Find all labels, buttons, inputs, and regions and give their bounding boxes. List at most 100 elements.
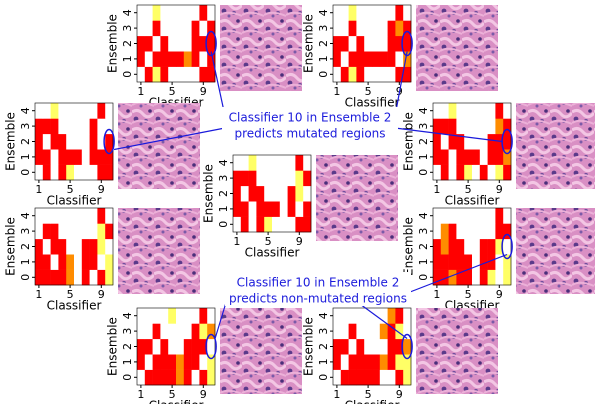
heatmap-cell	[303, 216, 312, 233]
heatmap-cell	[240, 155, 249, 171]
tissue-image	[118, 208, 200, 294]
heatmap-cell	[42, 269, 51, 286]
heatmap-cell	[66, 133, 75, 150]
heatmap-cell	[160, 308, 169, 324]
heatmap-cell	[379, 338, 388, 355]
tissue-image	[416, 308, 498, 394]
heatmap-cell	[89, 254, 98, 270]
heatmap-cell	[35, 103, 44, 119]
heatmap-cell	[348, 51, 357, 67]
heatmap-cell	[207, 308, 216, 324]
x-tick-label: 9	[296, 235, 303, 248]
heatmap-cell	[176, 66, 185, 83]
heatmap-cell	[58, 269, 67, 286]
x-tick-label: 5	[169, 85, 176, 98]
heatmap-cell	[160, 51, 169, 67]
x-axis-label: Classifier	[345, 399, 400, 404]
heatmap-cell	[356, 20, 365, 37]
heatmap-cell	[35, 269, 44, 286]
heatmap-cell	[448, 149, 457, 165]
heatmap-cell	[137, 338, 146, 355]
heatmap-cell	[183, 369, 192, 386]
heatmap-cell	[472, 149, 481, 165]
heatmap-cell	[479, 164, 488, 181]
heatmap-cell	[248, 170, 257, 187]
heatmap-cell	[207, 51, 216, 67]
heatmap-cell	[176, 5, 185, 21]
heatmap-cell	[58, 103, 67, 119]
heatmap-cell	[207, 66, 216, 83]
connector	[394, 51, 408, 117]
heatmap-cell	[137, 5, 146, 21]
heatmap-cell	[81, 208, 90, 224]
annotation: predicts mutated regions	[234, 127, 385, 141]
heatmap-cell	[433, 118, 442, 135]
heatmap-cell	[403, 51, 412, 67]
heatmap-cell	[340, 338, 349, 355]
heatmap-cell	[487, 238, 496, 255]
heatmap-cell	[348, 5, 357, 21]
heatmap-cell	[503, 223, 512, 240]
connector	[210, 51, 226, 117]
heatmap-cell	[50, 223, 59, 240]
heatmap-cell	[403, 20, 412, 37]
heatmap-cell	[464, 238, 473, 255]
heatmap-cell	[58, 133, 67, 150]
heatmap-cell	[379, 323, 388, 340]
x-tick-label: 1	[433, 183, 440, 196]
y-tick-label: 3	[19, 123, 32, 130]
connector	[113, 127, 226, 151]
y-tick-label: 3	[19, 228, 32, 235]
y-tick-label: 1	[217, 205, 230, 212]
heatmap-cell	[364, 51, 373, 67]
heatmap-cell	[50, 149, 59, 165]
tissue-image	[516, 208, 595, 294]
heatmap-cell	[137, 308, 146, 324]
x-axis-label: Classifier	[345, 96, 400, 110]
heatmap-cell	[479, 149, 488, 165]
x-tick-label: 1	[35, 183, 42, 196]
heatmap-cell	[395, 51, 404, 67]
heatmap-cell	[50, 269, 59, 286]
heatmap-cell	[387, 51, 396, 67]
heatmap-cell	[333, 20, 342, 37]
x-tick-label: 5	[365, 388, 372, 401]
heatmap-cell	[456, 238, 465, 255]
heatmap-cell	[340, 369, 349, 386]
heatmap-cell	[472, 223, 481, 240]
heatmap-cell	[487, 223, 496, 240]
heatmap-cell	[272, 185, 281, 202]
heatmap-cell	[152, 323, 161, 340]
heatmap-cell	[487, 103, 496, 119]
heatmap-cell	[456, 223, 465, 240]
heatmap-cell	[105, 254, 114, 270]
heatmap-cell	[495, 103, 504, 119]
x-tick-label: 1	[433, 288, 440, 301]
heatmap-cell	[433, 238, 442, 255]
heatmap-cell	[66, 269, 75, 286]
heatmap-cell	[248, 155, 257, 171]
heatmap-cell	[464, 164, 473, 181]
x-tick-label: 1	[333, 85, 340, 98]
heatmap-cell	[105, 238, 114, 255]
heatmap-cell	[479, 269, 488, 286]
y-tick-label: 2	[19, 138, 32, 145]
heatmap-cell	[495, 164, 504, 181]
heatmap-cell	[176, 323, 185, 340]
heatmap-cell	[105, 223, 114, 240]
heatmap-cell	[279, 155, 288, 171]
y-axis-label: Ensemble	[4, 217, 18, 276]
heatmap-cell	[152, 369, 161, 386]
heatmap-cell	[333, 338, 342, 355]
heatmap-cell	[42, 208, 51, 224]
heatmap-cell	[97, 149, 106, 165]
heatmap-cell	[272, 201, 281, 217]
heatmap-cell	[81, 149, 90, 165]
x-tick-label: 1	[233, 235, 240, 248]
heatmap-cell	[464, 254, 473, 270]
heatmap-cell	[35, 133, 44, 150]
heatmap-cell	[333, 323, 342, 340]
heatmap-cell	[264, 155, 273, 171]
heatmap-cell	[81, 103, 90, 119]
y-tick-label: 1	[121, 55, 134, 62]
